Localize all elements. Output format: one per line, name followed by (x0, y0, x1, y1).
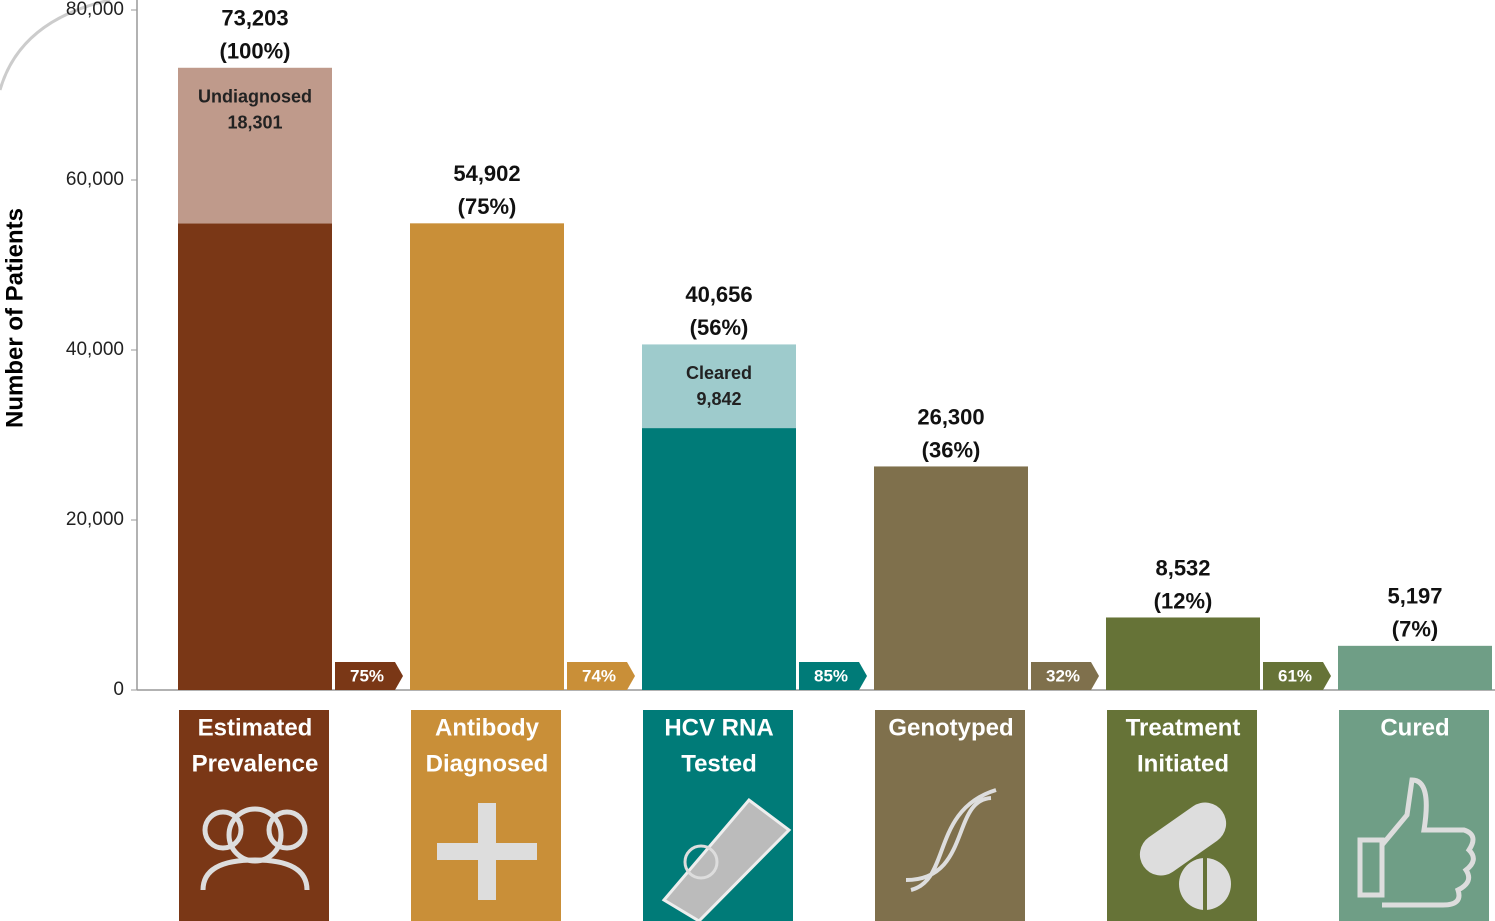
category-label: Genotyped (888, 714, 1013, 741)
percent-label: (36%) (922, 437, 981, 462)
category-label: HCV RNA (664, 714, 773, 741)
percent-label: (7%) (1392, 617, 1438, 642)
y-tick-label: 20,000 (66, 509, 124, 530)
conversion-label: 85% (814, 666, 848, 685)
category-icon (1357, 777, 1476, 908)
segment-value-label: 18,301 (227, 113, 282, 133)
bar-segment (178, 223, 332, 690)
y-tick-label: 60,000 (66, 169, 124, 190)
category-label: Diagnosed (426, 750, 549, 777)
percent-label: (100%) (220, 39, 291, 64)
bar-segment (178, 67, 332, 224)
bar-segment (642, 428, 796, 690)
segment-value-label: 9,842 (696, 389, 741, 409)
icon-part (1357, 777, 1476, 908)
y-tick-label: 80,000 (66, 0, 124, 20)
total-label: 5,197 (1387, 584, 1442, 609)
segment-label: Undiagnosed (198, 87, 312, 107)
percent-label: (56%) (690, 315, 749, 340)
bar-segment (1338, 645, 1492, 690)
conversion-arrow (799, 662, 867, 690)
category-label: Cured (1380, 714, 1449, 741)
category-label: Initiated (1137, 750, 1229, 777)
conversion-label: 74% (582, 666, 616, 685)
y-axis-label: Number of Patients (1, 208, 28, 428)
conversion-label: 32% (1046, 666, 1080, 685)
category-icon (661, 797, 792, 921)
icon-part (437, 843, 537, 860)
category-label: Prevalence (192, 750, 319, 777)
percent-label: (12%) (1154, 588, 1213, 613)
bar-segment (1106, 617, 1260, 690)
category-label: Treatment (1126, 714, 1241, 741)
category-box (875, 710, 1025, 921)
total-label: 40,656 (685, 282, 752, 307)
bar-segment (642, 344, 796, 429)
category-label: Tested (681, 750, 757, 777)
icon-part (202, 809, 244, 851)
bar-segment (874, 466, 1028, 690)
conversion-arrow (335, 662, 403, 690)
bar-segment (410, 223, 564, 690)
total-label: 54,902 (453, 161, 520, 186)
icon-part (200, 857, 310, 891)
category-icon (200, 806, 310, 891)
icon-part (1139, 802, 1227, 876)
conversion-arrow (1031, 662, 1099, 690)
decor-arc (0, 0, 111, 91)
segment-label: Cleared (686, 363, 752, 383)
icon-part (905, 788, 997, 892)
category-icon (437, 803, 537, 900)
category-icon (905, 788, 997, 892)
icon-part (661, 797, 792, 921)
icon-part (683, 844, 719, 880)
total-label: 26,300 (917, 404, 984, 429)
category-label: Estimated (198, 714, 313, 741)
icon-part (266, 809, 308, 851)
category-icon (1139, 802, 1231, 912)
percent-label: (75%) (458, 194, 517, 219)
conversion-label: 61% (1278, 666, 1312, 685)
conversion-arrow (1263, 662, 1331, 690)
total-label: 73,203 (221, 6, 288, 31)
total-label: 8,532 (1155, 555, 1210, 580)
y-tick-label: 40,000 (66, 339, 124, 360)
category-label: Antibody (435, 714, 540, 741)
y-tick-label: 0 (113, 679, 124, 700)
conversion-arrow (567, 662, 635, 690)
conversion-label: 75% (350, 666, 384, 685)
